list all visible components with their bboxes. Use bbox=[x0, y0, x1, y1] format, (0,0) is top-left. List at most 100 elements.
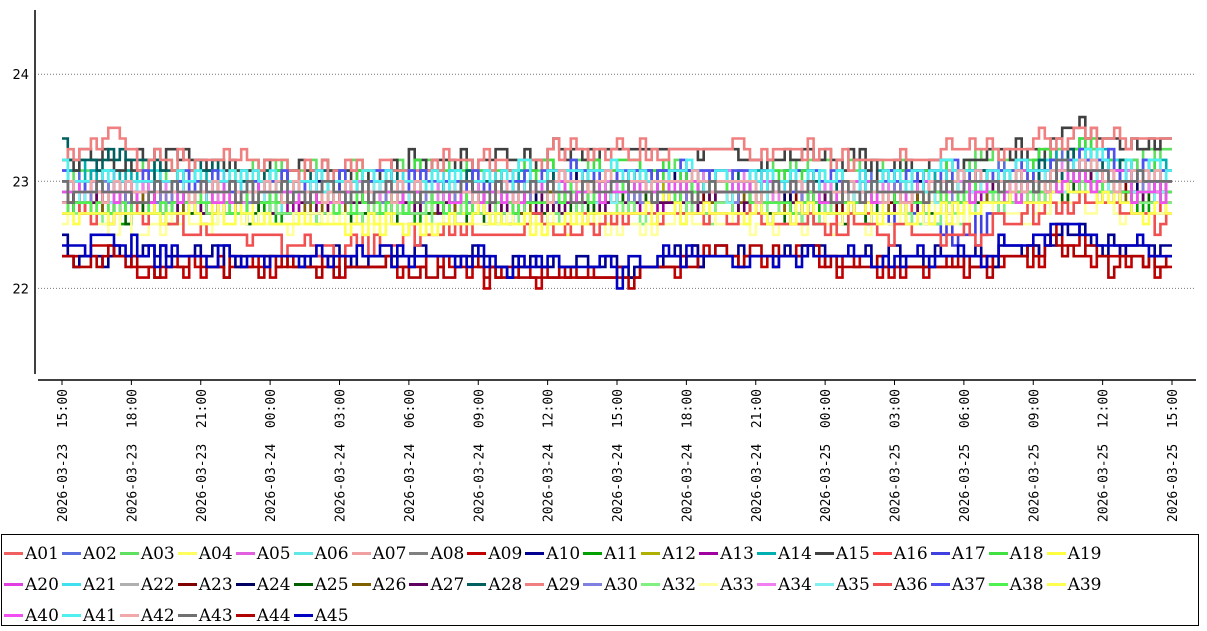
legend-item-a45: A45 bbox=[293, 605, 349, 626]
legend-label: A10 bbox=[546, 543, 581, 564]
x-tick-label: 2026-03-24 15:00 bbox=[611, 389, 626, 522]
legend-item-a34: A34 bbox=[756, 574, 812, 595]
legend-label: A38 bbox=[1009, 574, 1044, 595]
legend-swatch bbox=[177, 614, 197, 617]
x-tick-label: 2026-03-24 03:00 bbox=[334, 389, 349, 522]
legend-item-a11: A11 bbox=[583, 544, 638, 564]
legend-label: A32 bbox=[662, 574, 697, 595]
legend-item-a18: A18 bbox=[988, 544, 1044, 564]
legend-swatch bbox=[61, 552, 81, 555]
legend-swatch bbox=[235, 552, 255, 555]
legend-swatch bbox=[467, 583, 487, 586]
legend-label: A40 bbox=[25, 605, 59, 626]
series-line-a41 bbox=[62, 147, 1172, 194]
series-line-a43 bbox=[62, 158, 1172, 204]
legend-swatch bbox=[4, 614, 23, 617]
x-tick-label: 2026-03-23 21:00 bbox=[195, 389, 210, 522]
series-line-a33 bbox=[62, 190, 1172, 237]
series-line-a45 bbox=[62, 222, 1172, 290]
legend-label: A20 bbox=[25, 574, 59, 595]
legend-label: A41 bbox=[82, 605, 117, 626]
legend-swatch bbox=[641, 552, 661, 555]
x-tick-label: 2026-03-23 18:00 bbox=[125, 389, 140, 522]
legend-swatch bbox=[61, 583, 81, 586]
legend-label: A25 bbox=[314, 574, 349, 595]
x-tick-label: 2026-03-25 03:00 bbox=[889, 389, 904, 522]
legend-label: A21 bbox=[82, 574, 117, 595]
legend-item-a03: A03 bbox=[119, 543, 175, 564]
legend-label: A07 bbox=[372, 543, 407, 564]
x-tick-label: 2026-03-25 09:00 bbox=[1027, 389, 1042, 522]
series-line-a15 bbox=[62, 115, 1172, 183]
legend-item-a16: A16 bbox=[872, 543, 928, 564]
x-tick-label: 2026-03-25 00:00 bbox=[819, 389, 834, 522]
legend-item-a12: A12 bbox=[641, 544, 696, 564]
legend-label: A45 bbox=[314, 605, 349, 626]
legend-swatch bbox=[814, 583, 834, 586]
legend-label: A22 bbox=[140, 574, 175, 595]
legend-item-a39: A39 bbox=[1046, 575, 1102, 595]
legend-label: A13 bbox=[720, 543, 754, 564]
legend-item-a36: A36 bbox=[872, 575, 928, 595]
legend-swatch bbox=[61, 614, 81, 617]
legend-item-a43: A43 bbox=[177, 606, 233, 626]
legend-swatch bbox=[351, 552, 371, 555]
legend-label: A11 bbox=[604, 543, 639, 564]
x-tick-label: 2026-03-24 06:00 bbox=[403, 389, 418, 522]
legend-label: A34 bbox=[777, 574, 812, 595]
x-tick-label: 2026-03-24 21:00 bbox=[750, 389, 765, 522]
legend-label: A37 bbox=[951, 574, 986, 595]
legend-label: A44 bbox=[256, 605, 291, 626]
legend-swatch bbox=[119, 552, 139, 555]
x-tick-label: 2026-03-25 06:00 bbox=[958, 389, 973, 522]
legend-label: A15 bbox=[835, 543, 870, 564]
legend-item-a10: A10 bbox=[525, 544, 580, 564]
x-tick-label: 2026-03-24 09:00 bbox=[472, 389, 487, 522]
legend-item-a37: A37 bbox=[930, 574, 986, 595]
legend-swatch bbox=[930, 583, 950, 586]
legend-swatch bbox=[872, 583, 892, 586]
legend-swatch bbox=[1046, 552, 1066, 555]
legend-swatch bbox=[641, 583, 661, 586]
legend-swatch bbox=[119, 614, 139, 617]
legend-swatch bbox=[930, 552, 950, 555]
legend-item-a09: A09 bbox=[467, 544, 522, 564]
legend-label: A42 bbox=[140, 605, 175, 626]
legend-label: A06 bbox=[314, 543, 349, 564]
legend-label: A04 bbox=[198, 543, 233, 564]
legend-label: A30 bbox=[604, 574, 639, 595]
legend-label: A03 bbox=[140, 543, 175, 564]
legend-item-a21: A21 bbox=[61, 574, 117, 595]
legend-item-a08: A08 bbox=[409, 544, 464, 564]
legend-item-a35: A35 bbox=[814, 575, 870, 595]
legend-item-a13: A13 bbox=[699, 544, 754, 564]
legend-item-a44: A44 bbox=[235, 605, 291, 626]
legend-swatch bbox=[235, 614, 255, 617]
legend-label: A27 bbox=[430, 574, 465, 595]
y-tick-labels: 22 23 24 bbox=[12, 68, 29, 297]
legend-item-a17: A17 bbox=[930, 543, 986, 564]
series-line-a39 bbox=[62, 180, 1172, 237]
legend-swatch bbox=[988, 552, 1008, 555]
legend-label: A09 bbox=[488, 543, 523, 564]
legend-item-a06: A06 bbox=[293, 543, 349, 564]
legend-item-a38: A38 bbox=[988, 574, 1044, 595]
legend-swatch bbox=[409, 583, 429, 586]
legend-swatch bbox=[756, 583, 776, 586]
x-tick-label: 2026-03-25 15:00 bbox=[1166, 389, 1181, 522]
y-tick-label: 24 bbox=[12, 68, 29, 83]
legend-label: A16 bbox=[893, 543, 928, 564]
legend-swatch bbox=[4, 583, 23, 586]
x-tick-labels: 2026-03-23 15:00 2026-03-23 18:00 2026-03-… bbox=[56, 380, 1181, 522]
legend-item-a42: A42 bbox=[119, 605, 175, 626]
legend-label: A17 bbox=[951, 543, 986, 564]
legend-swatch bbox=[872, 552, 892, 555]
legend-swatch bbox=[699, 583, 719, 586]
legend-item-a23: A23 bbox=[177, 575, 233, 595]
legend-item-a19: A19 bbox=[1046, 544, 1102, 564]
y-tick-label: 23 bbox=[12, 175, 29, 190]
legend-item-a02: A02 bbox=[61, 543, 117, 564]
legend-item-a20: A20 bbox=[4, 575, 59, 595]
legend-label: A02 bbox=[82, 543, 117, 564]
legend-swatch bbox=[293, 552, 313, 555]
